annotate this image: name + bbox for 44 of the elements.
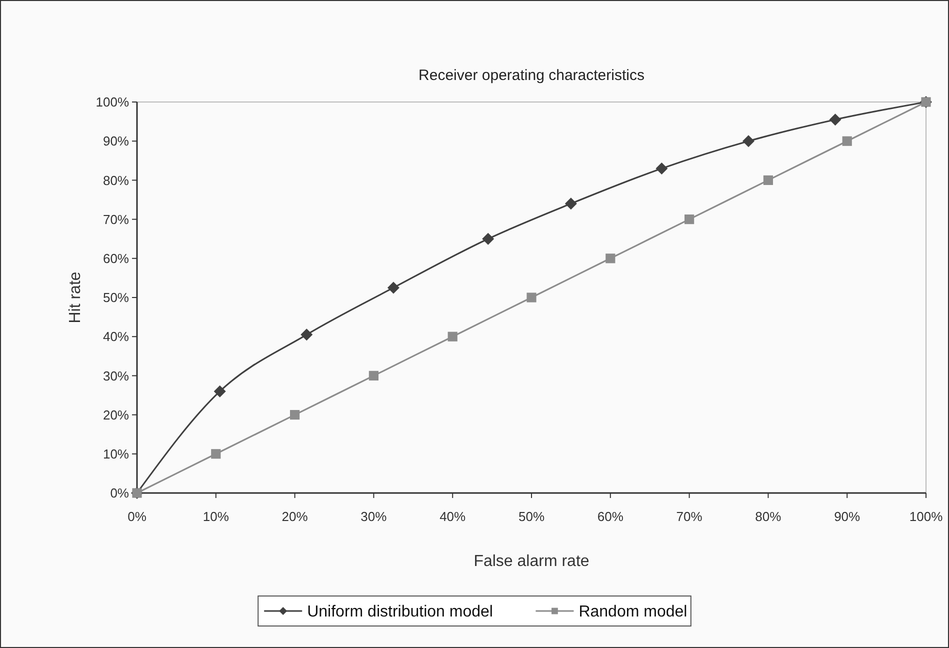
x-tick-label: 50% [518, 509, 545, 524]
point [214, 385, 226, 398]
point [482, 232, 494, 245]
point [564, 198, 577, 210]
point [290, 410, 300, 420]
y-tick-label: 10% [102, 446, 130, 462]
x-tick-label: 80% [755, 509, 782, 524]
point [684, 214, 694, 224]
x-tick-label: 70% [676, 509, 703, 524]
x-tick-label: 40% [440, 509, 466, 524]
y-tick-label: 90% [102, 134, 130, 149]
y-axis-title: Hit rate [67, 272, 84, 324]
y-tick-label: 60% [102, 250, 130, 266]
point [742, 135, 754, 148]
point [300, 328, 313, 341]
x-tick-label: 100% [909, 509, 944, 524]
y-tick-label: 100% [96, 94, 130, 110]
legend-label: Uniform distribution model [307, 604, 493, 621]
x-tick-label: 90% [834, 509, 861, 524]
point [387, 282, 400, 294]
point [656, 162, 668, 174]
point [842, 136, 852, 146]
point [448, 332, 458, 342]
point [829, 114, 842, 126]
y-tick-label: 80% [102, 172, 130, 188]
x-tick-label: 60% [597, 509, 624, 524]
x-tick-label: 10% [202, 509, 230, 524]
point [763, 175, 773, 185]
y-tick-label: 0% [110, 486, 130, 501]
x-tick-label: 30% [360, 509, 388, 524]
chart-title: Receiver operating characteristics [418, 67, 644, 84]
point [368, 370, 378, 380]
x-tick-label: 20% [282, 509, 308, 524]
y-tick-label: 70% [102, 212, 130, 227]
y-tick-label: 30% [102, 368, 130, 384]
legend-label: Random model [578, 604, 688, 621]
x-tick-label: 0% [128, 509, 147, 524]
point [211, 449, 221, 459]
y-tick-label: 20% [102, 407, 130, 422]
y-tick-label: 50% [102, 290, 130, 306]
x-axis-title: False alarm rate [474, 553, 590, 570]
point [526, 292, 536, 302]
y-tick-label: 40% [102, 329, 130, 344]
point [606, 254, 616, 264]
